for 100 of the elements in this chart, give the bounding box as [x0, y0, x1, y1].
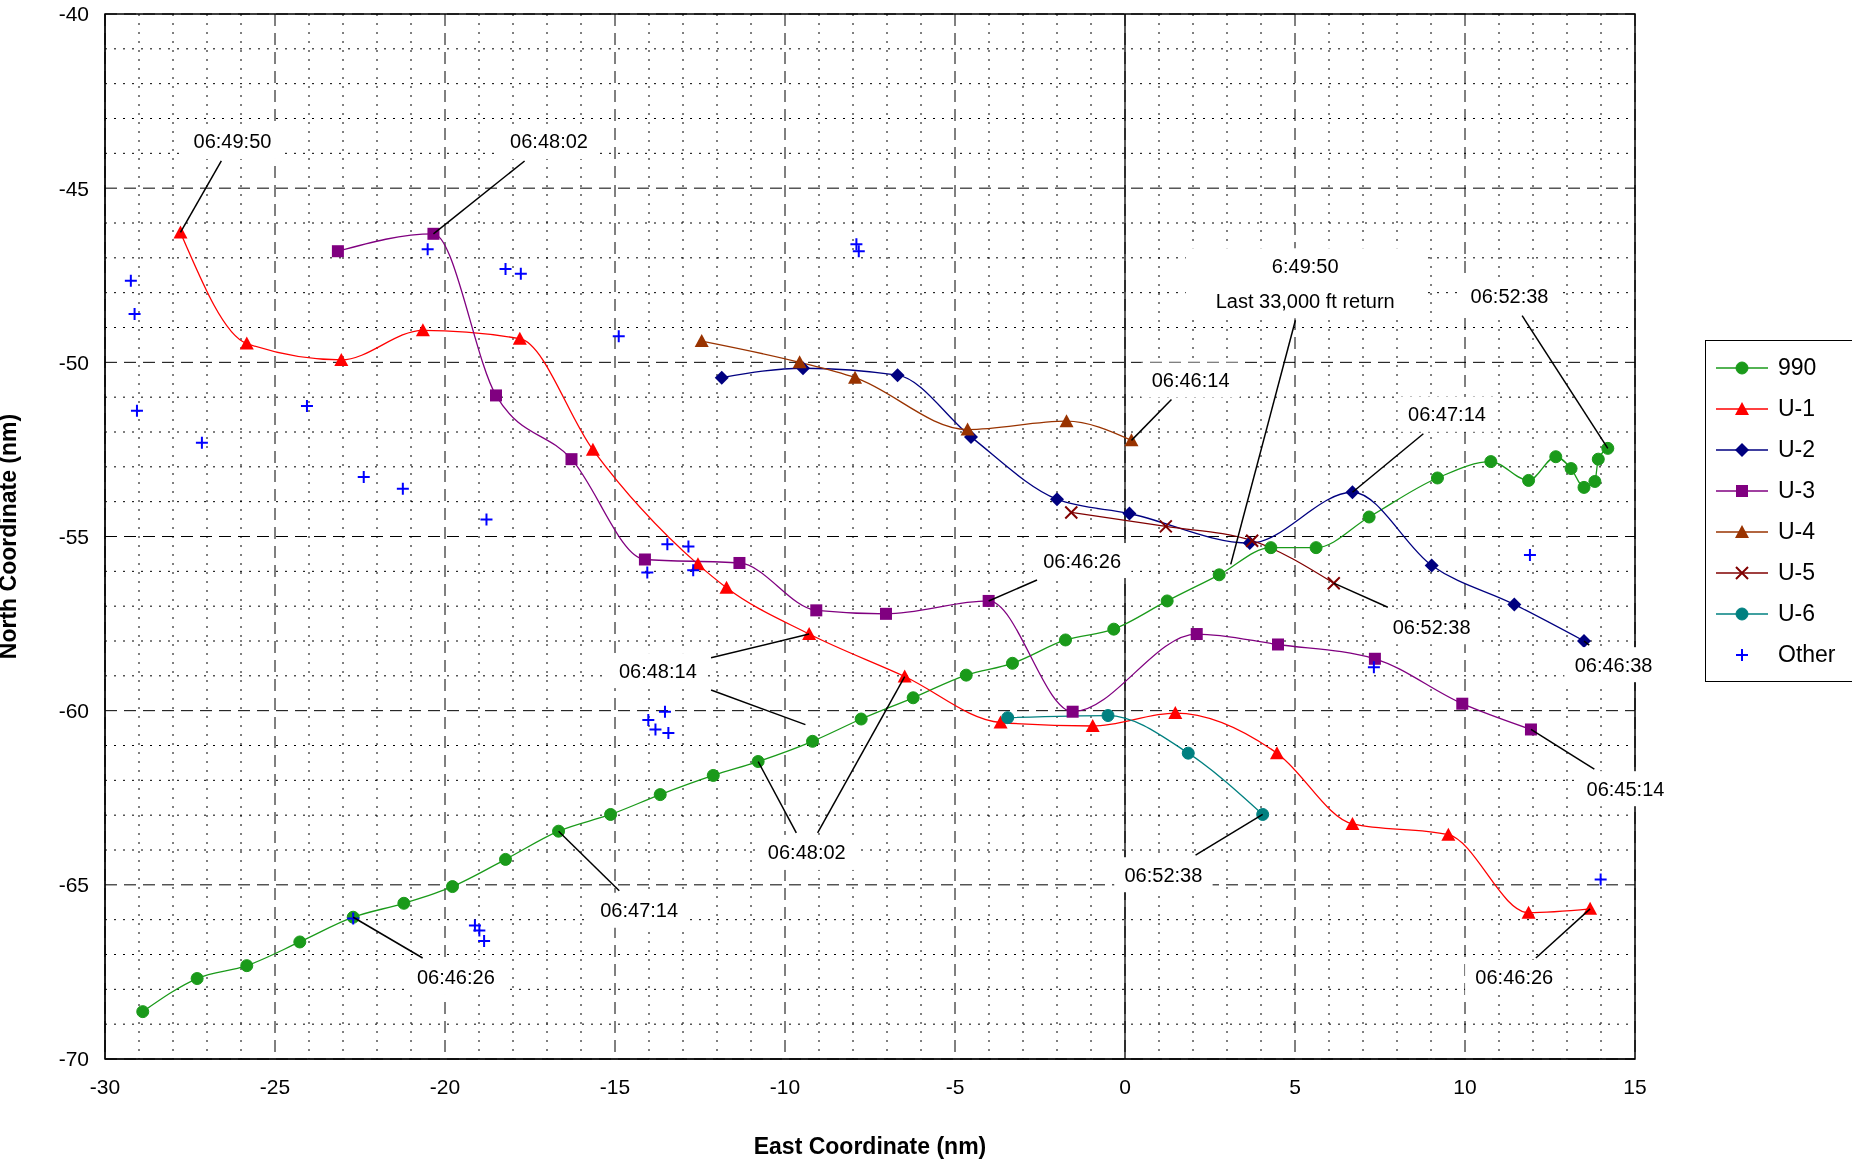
point	[1122, 506, 1137, 521]
point	[565, 453, 578, 466]
y-tick-label: -40	[58, 2, 89, 26]
point	[848, 370, 863, 384]
point	[806, 734, 820, 748]
point	[604, 807, 618, 821]
point	[1507, 597, 1522, 612]
point	[552, 824, 566, 838]
point	[993, 715, 1008, 729]
point	[512, 331, 527, 345]
point	[1256, 807, 1270, 821]
point	[1441, 827, 1456, 841]
point	[415, 323, 430, 337]
point	[1212, 568, 1226, 582]
point	[686, 563, 701, 578]
x-axis-title: East Coordinate (nm)	[753, 1133, 987, 1159]
point	[681, 539, 696, 554]
point	[194, 435, 209, 450]
legend-label: Other	[1778, 641, 1836, 668]
point	[1588, 474, 1602, 488]
point	[1085, 718, 1100, 732]
legend-label: U-3	[1778, 477, 1816, 504]
point	[1577, 634, 1591, 648]
point	[299, 398, 314, 413]
point	[585, 442, 600, 456]
x-tick-label: -5	[945, 1074, 965, 1098]
x-tick-label: 10	[1453, 1074, 1477, 1098]
y-axis-title: North Coordinate (nm)	[0, 413, 22, 660]
point	[1577, 480, 1591, 494]
x-tick-label: -10	[769, 1074, 801, 1098]
y-tick-label: -70	[58, 1047, 89, 1071]
point	[1001, 711, 1015, 725]
point	[792, 355, 807, 369]
point	[1181, 746, 1195, 760]
point	[1366, 660, 1381, 675]
point	[1430, 471, 1444, 485]
point	[638, 553, 651, 566]
point	[1601, 441, 1615, 455]
point	[660, 537, 675, 552]
x-tick-label: 5	[1289, 1074, 1301, 1098]
legend-label: U-2	[1778, 436, 1816, 463]
legend-label: U-4	[1778, 518, 1816, 545]
legend-label: U-1	[1778, 395, 1816, 422]
point	[719, 580, 734, 594]
point	[982, 594, 995, 607]
annotation: 06:46:14	[1151, 369, 1230, 392]
annotation: 06:52:38	[1392, 615, 1471, 638]
point	[477, 933, 492, 948]
point	[1064, 505, 1079, 520]
point	[810, 604, 823, 617]
point	[1593, 872, 1608, 887]
point	[1269, 746, 1284, 760]
point	[420, 242, 435, 257]
point	[1059, 414, 1074, 428]
point	[960, 422, 975, 436]
point	[1264, 541, 1278, 555]
legend-label: U-6	[1778, 600, 1816, 627]
point	[1591, 452, 1605, 466]
annotation: 06:46:26	[416, 966, 495, 989]
annotation: 06:48:02	[510, 130, 588, 153]
point	[334, 352, 349, 366]
point	[890, 368, 905, 383]
point	[1424, 558, 1439, 573]
annotation: 06:45:14	[1586, 777, 1665, 800]
point	[1521, 905, 1536, 919]
point	[1362, 510, 1376, 524]
point	[694, 334, 709, 348]
point	[751, 755, 765, 769]
point	[611, 329, 626, 344]
point	[1309, 541, 1323, 555]
point	[1368, 652, 1381, 665]
point	[854, 712, 868, 726]
point	[661, 725, 676, 740]
y-tick-label: -45	[58, 176, 89, 200]
point	[499, 852, 513, 866]
annotation: 06:46:26	[1043, 549, 1122, 572]
x-tick-label: -30	[89, 1074, 121, 1098]
point	[802, 627, 817, 641]
point	[1522, 547, 1537, 562]
point	[1050, 492, 1064, 507]
point	[706, 768, 720, 782]
point	[1168, 706, 1183, 720]
x-tick-label: -25	[259, 1074, 291, 1098]
point	[1190, 628, 1203, 641]
point	[293, 935, 307, 949]
point	[1564, 462, 1578, 476]
point	[427, 227, 440, 240]
y-tick-label: -60	[58, 699, 89, 723]
point	[1158, 519, 1173, 534]
point	[123, 273, 138, 288]
point	[879, 607, 892, 620]
point	[498, 261, 513, 276]
y-tick-label: -65	[58, 873, 89, 897]
point	[906, 691, 920, 705]
annotation: 06:47:14	[1408, 403, 1486, 426]
point	[129, 403, 144, 418]
point	[395, 481, 410, 496]
point	[490, 389, 502, 402]
point	[1549, 450, 1563, 464]
point	[1272, 638, 1284, 651]
